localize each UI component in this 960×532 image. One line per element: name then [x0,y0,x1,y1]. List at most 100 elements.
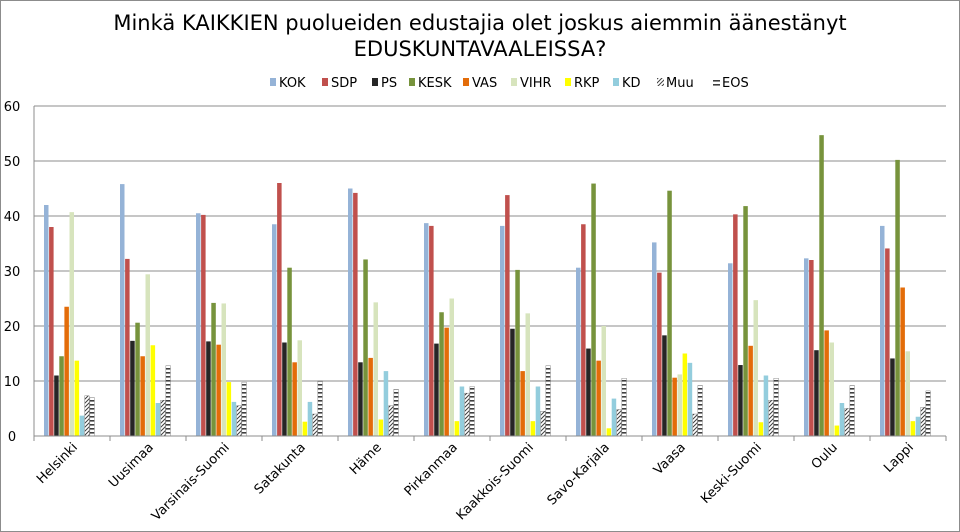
bar-kesk-7 [591,183,596,436]
bar-rkp-7 [606,428,612,436]
bar-vihr-1 [145,274,150,436]
legend-swatch-rkp [565,78,571,86]
bar-kesk-1 [135,322,140,436]
legend-label-kok: KOK [279,76,306,91]
chart-title-line1: Minkä KAIKKIEN puolueiden edustajia olet… [113,11,847,35]
bar-kesk-0 [59,356,64,436]
bar-ps-1 [130,340,135,436]
bar-eos-6 [545,365,551,437]
bar-muu-5 [464,392,470,437]
chart-title-line2: EDUSKUNTAVAALEISSA? [353,37,607,61]
legend-swatch-kesk [409,78,415,86]
bar-vihr-3 [297,340,302,436]
bar-vas-11 [900,287,905,436]
bar-kesk-2 [211,302,216,436]
bar-muu-1 [160,400,166,437]
bars [44,135,931,437]
bar-eos-4 [393,389,399,437]
x-category-label: Häme [347,440,385,478]
legend-label-eos: EOS [722,76,749,91]
bar-ps-8 [662,335,667,436]
bar-sdp-2 [201,214,206,436]
bar-muu-11 [920,407,926,437]
y-tick-label: 50 [4,155,21,170]
bar-vas-3 [292,362,297,436]
y-tick-label: 40 [4,210,21,225]
legend-swatch-kok [270,78,276,86]
bar-vihr-10 [829,342,834,436]
bar-vas-2 [216,344,221,436]
bar-kesk-11 [895,159,900,436]
bar-sdp-0 [49,227,54,436]
bar-vihr-2 [221,303,226,436]
x-category-label: Satakunta [252,440,309,497]
bar-muu-8 [692,413,698,437]
bar-kd-7 [611,398,617,436]
legend-swatch-muu [657,78,664,86]
bar-kok-4 [348,188,353,436]
bar-vihr-0 [69,212,74,436]
x-category-label: Oulu [809,440,841,472]
bar-rkp-4 [378,419,384,436]
legend-label-ps: PS [381,76,397,91]
x-category-label: Savo-Karjala [545,440,613,508]
bar-vas-7 [596,360,601,436]
bar-vas-1 [140,356,145,436]
bar-vas-10 [824,330,829,436]
bar-vihr-9 [753,300,758,436]
bar-kok-5 [424,223,429,436]
bar-kd-10 [839,403,845,436]
bar-kd-6 [535,386,541,436]
bar-kesk-5 [439,312,444,436]
bar-vihr-5 [449,298,454,436]
bar-rkp-1 [150,345,156,436]
legend-swatch-eos [713,78,720,86]
bar-ps-4 [358,362,363,436]
bar-ps-10 [814,350,819,436]
bar-rkp-6 [530,421,536,436]
bar-eos-10 [849,385,855,437]
bar-eos-7 [621,378,627,437]
x-category-label: Helsinki [34,440,81,487]
bar-rkp-5 [454,421,460,436]
bar-ps-9 [738,365,743,436]
bar-kd-8 [687,362,693,436]
y-tick-label: 30 [4,265,21,280]
bar-muu-0 [84,395,90,437]
bar-eos-9 [773,378,779,437]
bar-kesk-9 [743,206,748,436]
bar-kesk-3 [287,267,292,436]
bar-kok-1 [120,184,125,436]
bar-ps-7 [586,348,591,436]
bar-vihr-8 [677,374,682,436]
y-tick-label: 60 [4,100,21,115]
bar-vas-8 [672,377,677,436]
bar-kok-3 [272,224,277,436]
bar-eos-3 [317,380,323,437]
bar-eos-5 [469,386,475,437]
bar-eos-0 [89,397,95,437]
bar-kd-4 [383,371,389,436]
legend-label-kd: KD [622,76,641,91]
x-category-label: Vaasa [651,440,689,478]
bar-rkp-9 [758,422,764,436]
legend-swatch-sdp [322,78,328,86]
legend-label-kesk: KESK [418,76,452,91]
bar-vas-0 [64,306,69,436]
bar-muu-7 [616,409,622,437]
bar-vihr-11 [905,351,910,436]
bar-sdp-5 [429,225,434,436]
bar-kd-5 [459,386,465,436]
legend-label-rkp: RKP [574,76,600,91]
bar-ps-3 [282,342,287,436]
legend-swatch-vihr [511,78,517,86]
x-category-label: Lappi [881,440,917,476]
bar-vas-5 [444,327,449,436]
bar-kesk-4 [363,259,368,436]
chart-title: Minkä KAIKKIEN puolueiden edustajia olet… [0,10,960,62]
bar-kok-11 [880,225,885,436]
bar-kd-11 [915,416,921,436]
bar-eos-8 [697,385,703,437]
bar-kesk-6 [515,269,520,436]
